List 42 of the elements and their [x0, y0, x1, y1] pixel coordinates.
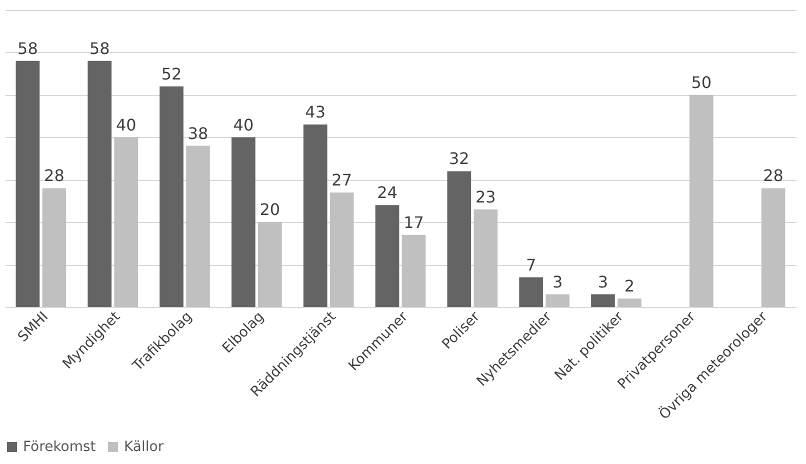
- bar: [88, 60, 112, 307]
- data-label: 3: [598, 272, 608, 292]
- data-label: 17: [404, 212, 424, 232]
- data-label: 3: [552, 272, 563, 292]
- bar: [16, 60, 40, 307]
- data-label: 58: [18, 38, 38, 58]
- data-label: 27: [332, 170, 352, 190]
- bar: [258, 222, 282, 307]
- data-label: 40: [116, 115, 136, 134]
- bar: [689, 94, 714, 307]
- bar: [375, 205, 400, 307]
- data-label: 52: [161, 64, 182, 84]
- bar: [761, 188, 786, 307]
- bar: [519, 277, 543, 307]
- bar: [618, 298, 642, 307]
- bar: [232, 137, 256, 307]
- bar: [330, 192, 354, 307]
- data-label: 7: [526, 255, 536, 274]
- data-label: 58: [89, 38, 110, 58]
- data-label: 38: [188, 124, 208, 143]
- bar: [546, 294, 570, 307]
- legend-label: Förekomst: [23, 439, 96, 455]
- data-label: 28: [763, 166, 784, 186]
- data-label: 28: [44, 166, 64, 186]
- data-label: 24: [377, 183, 398, 202]
- bar: [42, 188, 66, 307]
- bar: [447, 171, 472, 307]
- data-label: 32: [448, 149, 470, 168]
- data-label: 2: [624, 276, 635, 296]
- data-label: 43: [305, 102, 326, 122]
- bar: [160, 86, 184, 307]
- bar: [303, 124, 328, 307]
- legend-label: Källor: [124, 439, 164, 455]
- data-label: 50: [691, 72, 712, 92]
- data-label: 40: [233, 115, 254, 134]
- data-label: 20: [260, 200, 280, 220]
- bar: [474, 209, 498, 307]
- bar: [591, 294, 615, 307]
- data-label: 23: [475, 187, 496, 206]
- bar: [402, 234, 426, 307]
- bar: [186, 146, 210, 307]
- bar: [114, 137, 138, 307]
